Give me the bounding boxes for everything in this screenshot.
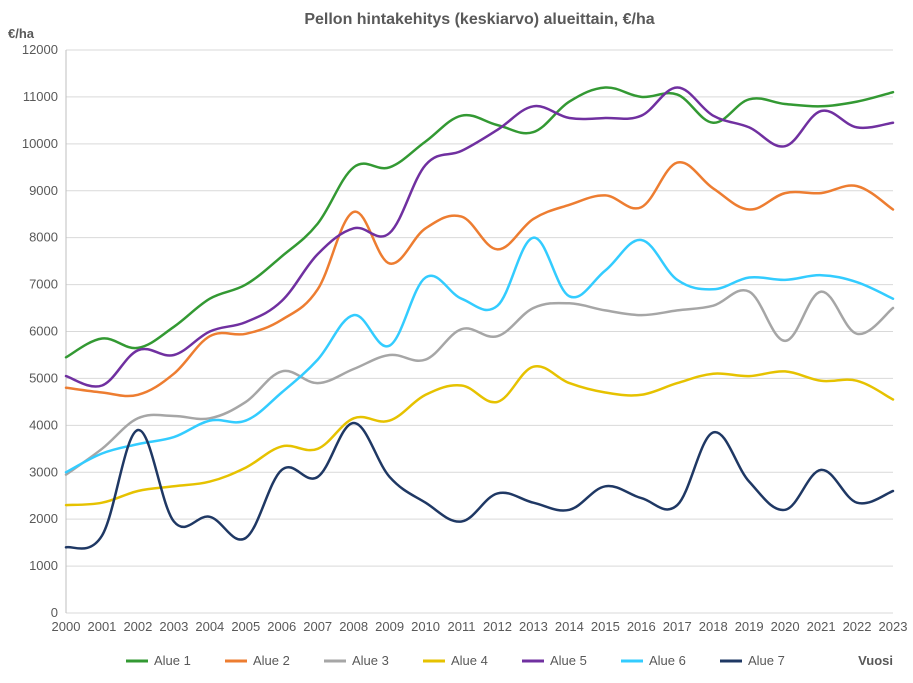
x-tick-label: 2004 (195, 619, 224, 634)
x-tick-label: 2022 (843, 619, 872, 634)
x-tick-label: 2014 (555, 619, 584, 634)
x-tick-label: 2021 (807, 619, 836, 634)
y-axis-label: €/ha (8, 26, 35, 41)
legend-item-alue-1: Alue 1 (126, 653, 191, 668)
y-tick-label: 9000 (29, 183, 58, 198)
chart-container: Pellon hintakehitys (keskiarvo) alueitta… (0, 0, 913, 683)
y-tick-label: 7000 (29, 277, 58, 292)
x-tick-label: 2000 (52, 619, 81, 634)
y-tick-label: 12000 (22, 42, 58, 57)
legend-label: Alue 3 (352, 653, 389, 668)
legend-item-alue-4: Alue 4 (423, 653, 488, 668)
legend-item-alue-6: Alue 6 (621, 653, 686, 668)
y-tick-label: 11000 (23, 89, 58, 104)
legend-label: Alue 6 (649, 653, 686, 668)
chart-title: Pellon hintakehitys (keskiarvo) alueitta… (304, 11, 654, 28)
legend-label: Alue 7 (748, 653, 785, 668)
series-line-alue-4 (66, 366, 893, 505)
line-chart: Pellon hintakehitys (keskiarvo) alueitta… (0, 0, 913, 683)
x-tick-label: 2010 (411, 619, 440, 634)
y-tick-label: 2000 (29, 511, 58, 526)
x-tick-label: 2012 (483, 619, 512, 634)
series-line-alue-3 (66, 290, 893, 474)
legend-label: Alue 2 (253, 653, 290, 668)
series-line-alue-5 (66, 88, 893, 387)
x-tick-label: 2015 (591, 619, 620, 634)
y-tick-label: 1000 (29, 558, 58, 573)
x-tick-label: 2017 (663, 619, 692, 634)
x-tick-label: 2008 (339, 619, 368, 634)
legend-item-alue-5: Alue 5 (522, 653, 587, 668)
x-tick-label: 2011 (448, 619, 476, 634)
x-tick-label: 2018 (699, 619, 728, 634)
y-tick-label: 3000 (29, 464, 58, 479)
y-tick-label: 10000 (22, 136, 58, 151)
legend-label: Alue 5 (550, 653, 587, 668)
y-tick-label: 0 (51, 605, 58, 620)
x-tick-label: 2016 (627, 619, 656, 634)
x-tick-label: 2005 (231, 619, 260, 634)
legend-label: Alue 4 (451, 653, 488, 668)
legend-item-alue-3: Alue 3 (324, 653, 389, 668)
y-tick-label: 6000 (29, 324, 58, 339)
x-tick-label: 2002 (123, 619, 152, 634)
x-tick-label: 2020 (771, 619, 800, 634)
series-line-alue-1 (66, 87, 893, 357)
x-tick-label: 2023 (879, 619, 908, 634)
y-tick-label: 8000 (29, 230, 58, 245)
x-tick-label: 2007 (303, 619, 332, 634)
x-tick-label: 2019 (735, 619, 764, 634)
legend-item-alue-2: Alue 2 (225, 653, 290, 668)
x-tick-label: 2013 (519, 619, 548, 634)
x-tick-label: 2003 (159, 619, 188, 634)
legend-item-alue-7: Alue 7 (720, 653, 785, 668)
legend-label: Alue 1 (154, 653, 191, 668)
y-tick-label: 5000 (29, 370, 58, 385)
y-tick-label: 4000 (29, 417, 58, 432)
x-tick-label: 2001 (87, 619, 116, 634)
x-axis-label: Vuosi (858, 653, 893, 668)
x-tick-label: 2006 (267, 619, 296, 634)
x-tick-label: 2009 (375, 619, 404, 634)
